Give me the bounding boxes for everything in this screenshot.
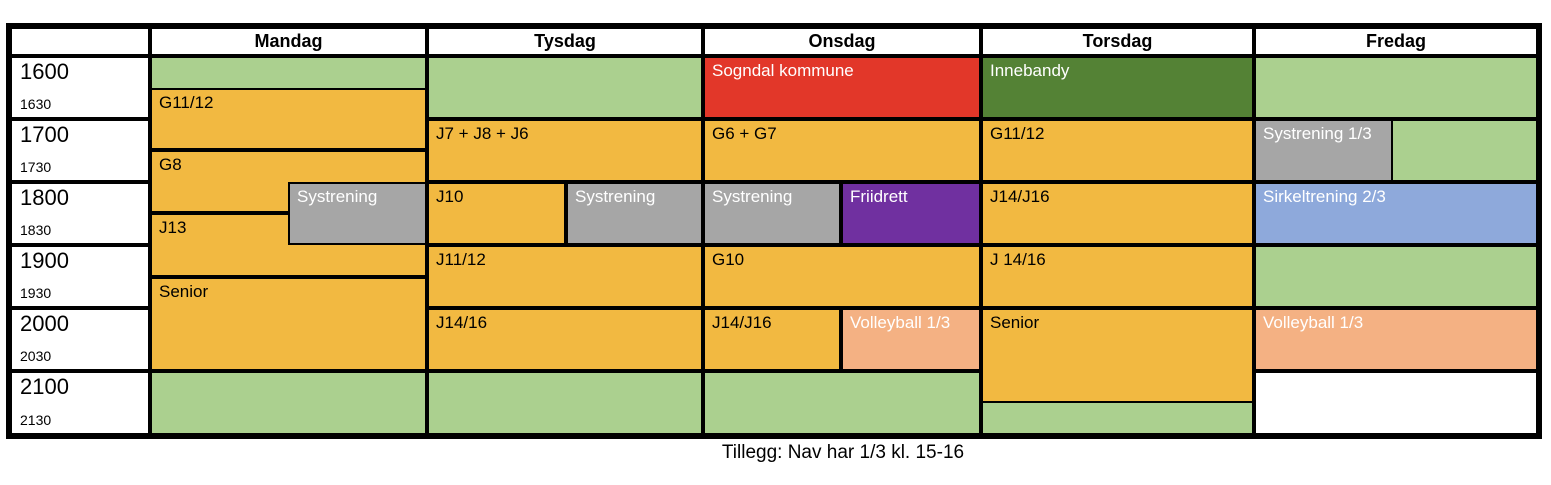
time-cell-2000: 2000 2030 bbox=[10, 308, 150, 371]
event-block-tuesday-j10: J10 bbox=[427, 182, 566, 245]
hour-label: 1800 bbox=[20, 185, 69, 210]
hour-label: 1900 bbox=[20, 248, 69, 273]
event-block-tuesday-j11-12: J11/12 bbox=[427, 245, 703, 308]
free-slot-friday-1900 bbox=[1254, 245, 1538, 308]
event-block-monday-senior: Senior bbox=[150, 277, 427, 371]
event-block-thursday-innebandy: Innebandy bbox=[981, 56, 1254, 119]
half-hour-label: 1930 bbox=[20, 284, 52, 301]
event-block-friday-sirkeltrening-2-3: Sirkeltrening 2/3 bbox=[1254, 182, 1538, 245]
time-cell-1600: 1600 1630 bbox=[10, 56, 150, 119]
empty-slot-friday-2100 bbox=[1254, 371, 1538, 435]
hour-label: 2100 bbox=[20, 374, 69, 399]
time-cell-2100: 2100 2130 bbox=[10, 371, 150, 435]
day-header-torsdag: Torsdag bbox=[981, 27, 1254, 56]
day-header-tysdag: Tysdag bbox=[427, 27, 703, 56]
event-block-monday-g11-12: G11/12 bbox=[150, 88, 427, 150]
time-cell-1900: 1900 1930 bbox=[10, 245, 150, 308]
free-slot-tuesday-1600 bbox=[427, 56, 703, 119]
hour-label: 1700 bbox=[20, 122, 69, 147]
time-cell-1800: 1800 1830 bbox=[10, 182, 150, 245]
half-hour-label: 1730 bbox=[20, 158, 52, 175]
event-block-wednesday-systrening: Systrening bbox=[703, 182, 841, 245]
half-hour-label: 2030 bbox=[20, 347, 52, 364]
event-block-friday-volleyball-1-3: Volleyball 1/3 bbox=[1254, 308, 1538, 371]
time-cell-1700: 1700 1730 bbox=[10, 119, 150, 182]
free-slot-friday-1600 bbox=[1254, 56, 1538, 119]
event-block-friday-systrening-1-3: Systrening 1/3 bbox=[1254, 119, 1393, 182]
free-slot-tuesday-2100 bbox=[427, 371, 703, 435]
event-block-wednesday-friidrett: Friidrett bbox=[841, 182, 981, 245]
event-block-tuesday-systrening: Systrening bbox=[566, 182, 703, 245]
event-block-thursday-j-14-16: J 14/16 bbox=[981, 245, 1254, 308]
hour-label: 1600 bbox=[20, 59, 69, 84]
event-block-thursday-senior: Senior bbox=[981, 308, 1254, 403]
day-header-onsdag: Onsdag bbox=[703, 27, 981, 56]
event-block-tuesday-j14-16: J14/16 bbox=[427, 308, 703, 371]
event-block-wednesday-sogndal-kommune: Sogndal kommune bbox=[703, 56, 981, 119]
event-block-wednesday-j14-j16: J14/J16 bbox=[703, 308, 841, 371]
half-hour-label: 1630 bbox=[20, 95, 52, 112]
event-block-wednesday-g6-g7: G6 + G7 bbox=[703, 119, 981, 182]
event-block-monday-systrening: Systrening bbox=[288, 182, 427, 245]
event-block-wednesday-volleyball: Volleyball 1/3 bbox=[841, 308, 981, 371]
day-header-mandag: Mandag bbox=[150, 27, 427, 56]
event-block-tuesday-j7-j8-j6: J7 + J8 + J6 bbox=[427, 119, 703, 182]
footer-note: Tillegg: Nav har 1/3 kl. 15-16 bbox=[721, 442, 965, 463]
free-slot-monday-2100 bbox=[150, 371, 427, 435]
time-column-header bbox=[10, 27, 150, 56]
hour-label: 2000 bbox=[20, 311, 69, 336]
half-hour-label: 2130 bbox=[20, 411, 52, 428]
day-header-fredag: Fredag bbox=[1254, 27, 1538, 56]
event-block-wednesday-g10: G10 bbox=[703, 245, 981, 308]
free-slot-wednesday-2100 bbox=[703, 371, 981, 435]
event-block-thursday-g11-12: G11/12 bbox=[981, 119, 1254, 182]
event-block-thursday-j14-j16: J14/J16 bbox=[981, 182, 1254, 245]
half-hour-label: 1830 bbox=[20, 221, 52, 238]
